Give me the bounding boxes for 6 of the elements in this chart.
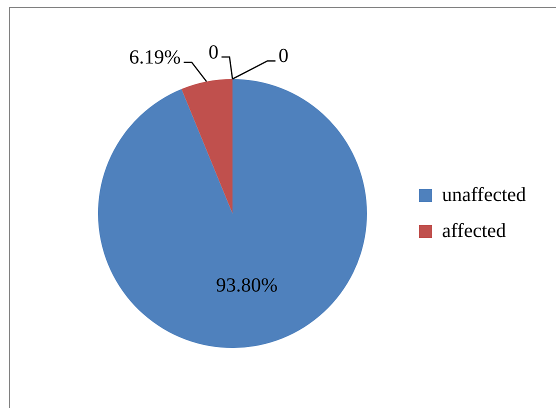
legend-label: affected bbox=[442, 220, 506, 242]
text: 0 bbox=[208, 41, 219, 64]
legend-label: unaffected bbox=[442, 184, 526, 206]
data-label: 93.80% bbox=[216, 274, 278, 296]
data-label: 6.19% bbox=[129, 46, 181, 69]
text: 0 bbox=[278, 45, 288, 68]
